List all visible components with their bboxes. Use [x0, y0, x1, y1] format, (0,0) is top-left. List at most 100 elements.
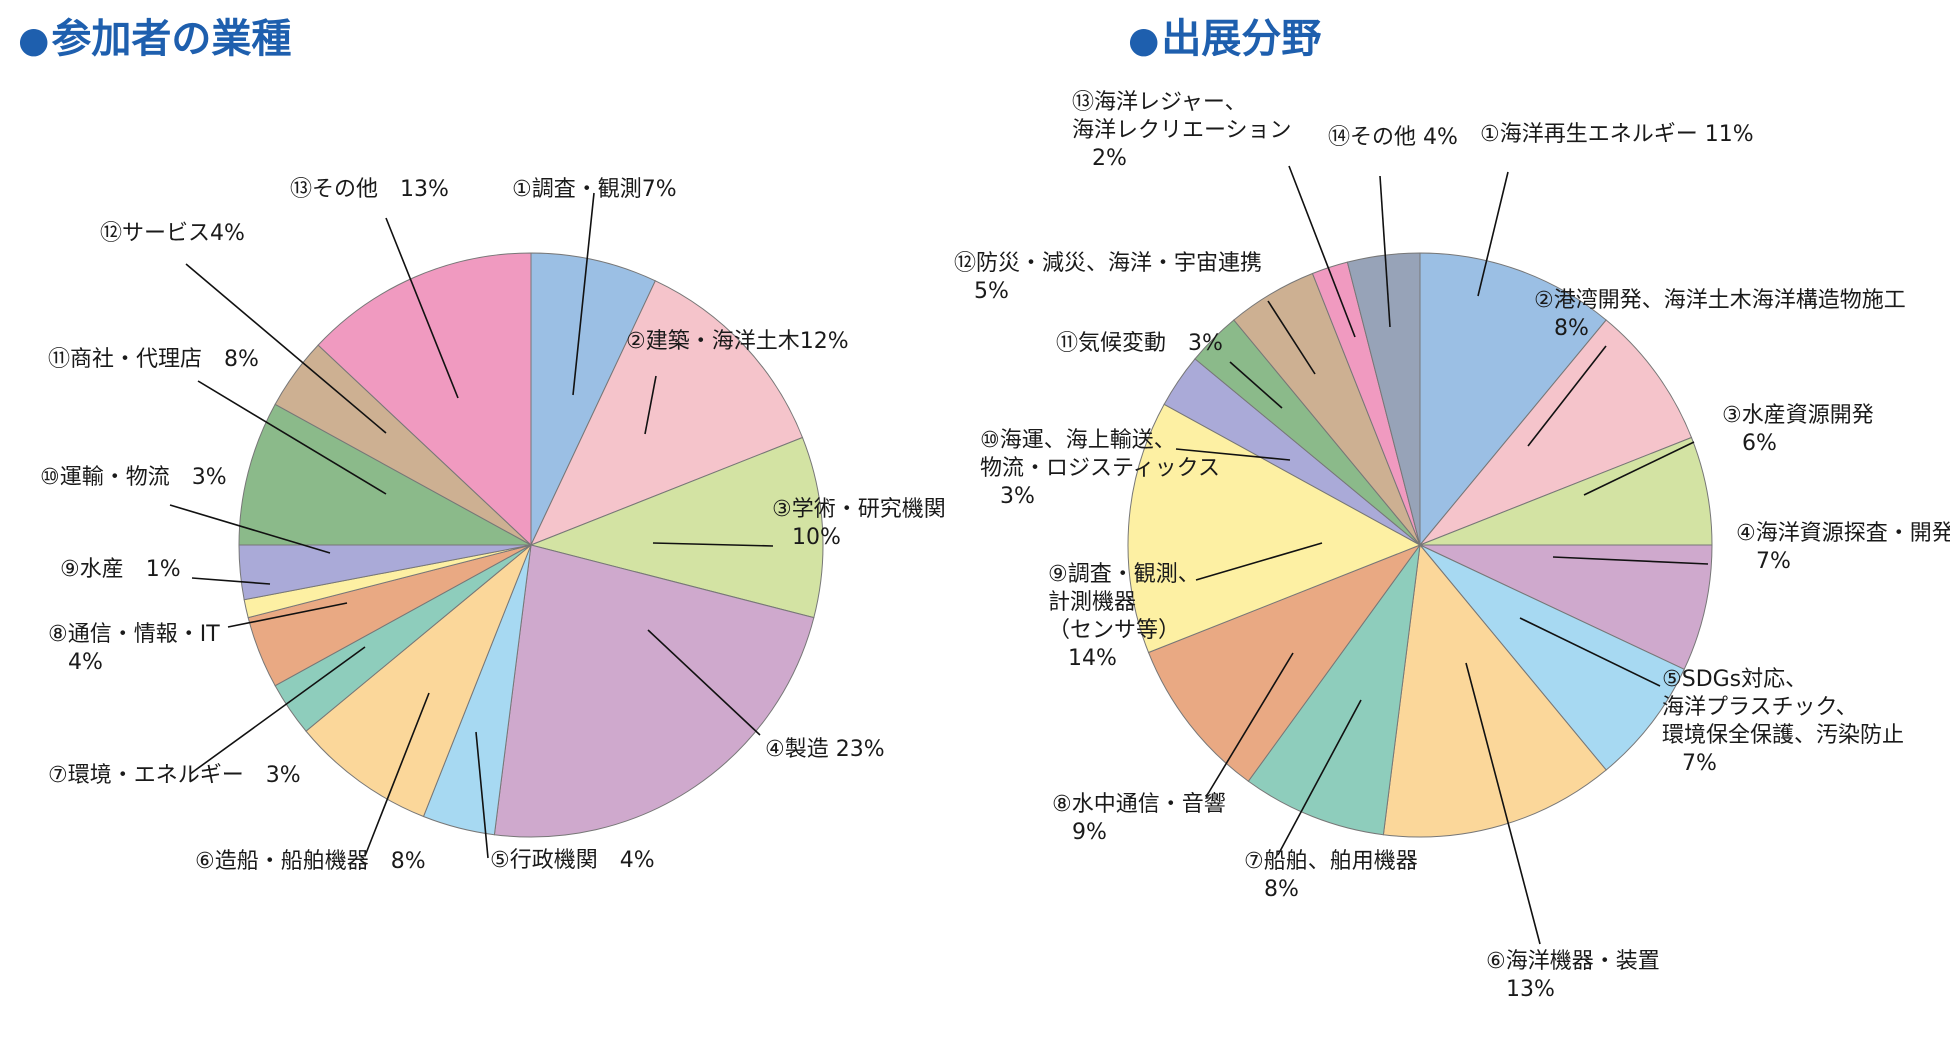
slice-label: ⑦環境・エネルギー 3% — [48, 763, 301, 788]
slice-label-line: 9% — [1072, 820, 1107, 845]
chart-title-left: ●参加者の業種 — [18, 6, 291, 64]
slice-label-line: 2% — [1092, 146, 1127, 171]
slice-label-line: ③水産資源開発 — [1722, 403, 1874, 428]
slice-label-line: ⑥造船・船舶機器 8% — [195, 849, 426, 874]
pie-slice — [317, 252, 532, 547]
leader-line — [1175, 448, 1291, 461]
pie-slice — [530, 252, 656, 546]
slice-label-line: ⑭その他 4% — [1328, 125, 1458, 150]
leader-line — [1379, 175, 1391, 328]
slice-label-line: ⑨水産 1% — [60, 557, 181, 582]
slice-label-line: ⑦船舶、舶用機器 — [1244, 849, 1418, 874]
slice-label: ③水産資源開発 6% — [1722, 403, 1874, 456]
leader-line — [475, 731, 489, 859]
pie-slice — [493, 544, 815, 838]
slice-label: ⑧通信・情報・IT 4% — [48, 622, 220, 675]
leader-line — [227, 602, 348, 628]
slice-label-line: 海洋レクリエーション — [1072, 118, 1292, 143]
slice-label-line: （センサ等） — [1048, 618, 1180, 643]
chart-title-left-text: 参加者の業種 — [51, 16, 292, 62]
pie-slice — [1419, 544, 1713, 670]
slice-label-line: ⑫サービス4% — [100, 221, 245, 246]
pie-slice — [1382, 543, 1607, 838]
slice-label: ③学術・研究機関 10% — [772, 497, 946, 550]
slice-label: ⑤SDGs対応、海洋プラスチック、環境保全保護、汚染防止 7% — [1662, 667, 1904, 776]
pie-slice — [1419, 319, 1693, 546]
slice-label: ⑬その他 13% — [290, 177, 449, 202]
leader-line — [1195, 542, 1323, 581]
slice-label-line: ②港湾開発、海洋土木海洋構造物施工 — [1534, 288, 1906, 313]
leader-line — [185, 263, 387, 434]
leader-line — [1583, 441, 1695, 496]
pie-slice — [1419, 252, 1607, 547]
leader-line — [1277, 699, 1362, 856]
pie-slice — [1346, 252, 1421, 546]
slice-label-line: ⑪商社・代理店 8% — [48, 347, 259, 372]
slice-label-line: ①調査・観測7% — [512, 177, 677, 202]
pie-slice — [529, 436, 824, 619]
slice-label: ⑨調査・観測、計測機器 （センサ等） 14% — [1048, 562, 1200, 671]
slice-label-line: ②建築・海洋土木12% — [626, 329, 849, 354]
slice-label: ①調査・観測7% — [512, 177, 677, 202]
pie-slice — [238, 403, 532, 546]
pie-slice — [530, 280, 804, 546]
pie-slice — [1247, 544, 1421, 836]
slice-label: ⑭その他 4% — [1328, 125, 1458, 150]
leader-line — [1519, 617, 1661, 687]
slice-label-line: 環境保全保護、汚染防止 — [1662, 723, 1904, 748]
pie-chart-attendee-industries: ①調査・観測7% ②建築・海洋土木12% ③学術・研究機関 10% ④製造 23% ⑤行政… — [40, 177, 946, 874]
bullet-icon: ● — [18, 20, 50, 61]
leader-line — [191, 577, 271, 585]
leader-line — [1477, 171, 1509, 297]
leader-line — [1288, 165, 1356, 338]
slice-label-line: 3% — [1000, 484, 1035, 509]
leader-line — [197, 380, 387, 495]
slice-label-line: ⑤SDGs対応、 — [1662, 667, 1807, 692]
chart-title-right-text: 出展分野 — [1161, 16, 1322, 62]
slice-label: ①海洋再生エネルギー 11% — [1480, 122, 1754, 147]
slice-label-line: 6% — [1742, 431, 1777, 456]
slice-label: ⑦船舶、舶用機器 8% — [1244, 849, 1418, 902]
leader-line — [1552, 556, 1709, 565]
pie-slice — [305, 544, 532, 818]
slice-label-line: ⑧通信・情報・IT — [48, 622, 220, 647]
leader-line — [364, 692, 430, 857]
leader-line — [1229, 361, 1283, 409]
slice-label: ②建築・海洋土木12% — [626, 329, 849, 354]
slice-label-line: ⑬海洋レジャー、 — [1072, 90, 1247, 115]
slice-label: ⑪商社・代理店 8% — [48, 347, 259, 372]
slice-label-line: ④製造 23% — [765, 737, 885, 762]
slice-label-line: 14% — [1068, 646, 1117, 671]
slice-label-line: ⑥海洋機器・装置 — [1486, 949, 1660, 974]
slice-label: ⑩海運、海上輸送、物流・ロジスティックス 3% — [980, 428, 1220, 509]
leader-line — [1205, 652, 1294, 798]
leader-line — [169, 504, 331, 554]
slice-label-line: 7% — [1682, 751, 1717, 776]
leader-line — [652, 542, 774, 547]
slice-label: ⑩運輸・物流 3% — [40, 465, 227, 490]
leader-line — [1527, 345, 1607, 447]
pie-slice — [1127, 403, 1422, 654]
slice-label-line: ⑩運輸・物流 3% — [40, 465, 227, 490]
slice-label-line: 7% — [1756, 549, 1791, 574]
pie-chart-exhibit-fields: ①海洋再生エネルギー 11% ②港湾開発、海洋土木海洋構造物施工 8% ③水産資源開発… — [954, 90, 1950, 1002]
slice-label-line: 5% — [974, 279, 1009, 304]
slice-label-line: 4% — [68, 650, 103, 675]
leader-line — [385, 217, 459, 399]
slice-label-line: ④海洋資源探査・開発 — [1736, 521, 1950, 546]
pie-slice — [1419, 544, 1685, 771]
slice-label: ④製造 23% — [765, 737, 885, 762]
leader-line — [647, 629, 761, 736]
slice-label-line: ⑧水中通信・音響 — [1052, 792, 1226, 817]
slice-label: ⑧水中通信・音響 9% — [1052, 792, 1226, 845]
slice-label: ⑤行政機関 4% — [490, 848, 655, 873]
slice-label-line: ⑩海運、海上輸送、 — [980, 428, 1176, 453]
slice-label-line: 13% — [1506, 977, 1555, 1002]
leader-line — [1465, 662, 1541, 945]
leader-line — [1267, 300, 1316, 375]
slice-label-line: ⑤行政機関 4% — [490, 848, 655, 873]
slice-label: ⑥造船・船舶機器 8% — [195, 849, 426, 874]
slice-label-line: 海洋プラスチック、 — [1662, 695, 1858, 720]
slice-label-line: ⑪気候変動 3% — [1056, 331, 1223, 356]
